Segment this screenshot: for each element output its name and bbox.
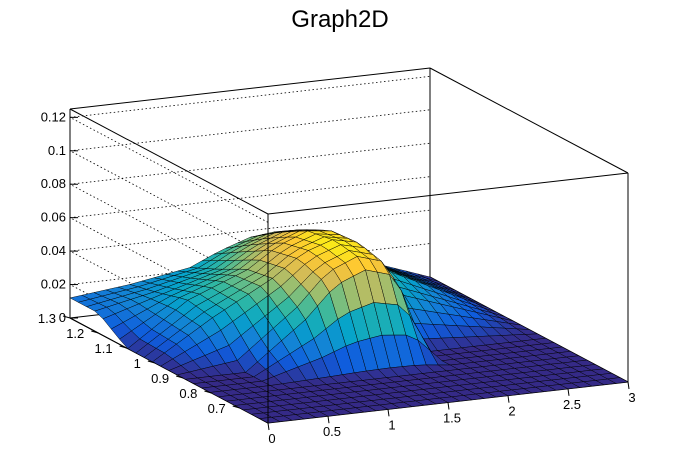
x-axis-tick	[627, 381, 630, 390]
y-axis-tick	[119, 345, 127, 349]
left-top-edge	[69, 108, 269, 215]
surface-mesh	[69, 229, 629, 424]
axis-labels: 0 0.02 0.04 0.06 0.08 0.1 0.12 0.7 0.8 0.9 1 1.1 1.2…	[38, 109, 636, 446]
front-frame	[69, 108, 629, 423]
grid-line-back-wall	[69, 109, 431, 152]
x-axis-tick	[567, 388, 570, 396]
y-axis-tick-label: 0.8	[179, 386, 197, 401]
z-axis-tick-label: 0.1	[48, 143, 66, 158]
x-axis-tick	[387, 409, 390, 417]
surface-cell	[607, 377, 629, 384]
right-top-edge	[429, 67, 629, 174]
z-axis-tick-label: 0.12	[41, 109, 66, 124]
z-axis-tick-label: 0.08	[41, 176, 66, 191]
y-axis-tick-label: 0.7	[208, 401, 226, 416]
x-axis-tick	[507, 395, 510, 403]
x-axis-tick-label: 1	[388, 417, 395, 432]
grid-line-back-wall	[69, 209, 431, 252]
x-axis-tick-label: 2.5	[563, 397, 581, 412]
y-axis-tick	[147, 360, 155, 364]
z-axis-tick-label: 0	[59, 310, 66, 325]
chart-title: Graph2D	[291, 6, 388, 33]
y-axis-tick-label: 1.1	[94, 341, 112, 356]
x-axis-tick	[267, 422, 270, 431]
z-axis-tick-label: 0.06	[41, 210, 66, 225]
x-axis-tick-label: 0	[268, 431, 275, 446]
grid-line-back-wall	[69, 142, 431, 185]
x-axis-tick	[327, 416, 330, 424]
grid-line-left-wall	[69, 150, 269, 257]
x-axis-tick	[447, 402, 450, 410]
z-axis-tick-label: 0.02	[41, 277, 66, 292]
y-axis-tick	[91, 330, 99, 334]
y-axis-tick	[62, 315, 71, 319]
back-top-edge	[69, 67, 431, 110]
grid-line-left-wall	[69, 117, 269, 223]
y-axis-tick	[176, 375, 184, 379]
y-axis-tick	[204, 390, 212, 394]
x-axis-tick-label: 0.5	[323, 424, 341, 439]
z-axis-tick-label: 0.04	[41, 243, 66, 258]
y-axis-tick-label: 1.2	[66, 326, 84, 341]
y-axis-tick	[232, 405, 240, 409]
y-axis-tick-label: 1	[134, 356, 141, 371]
x-axis-tick-label: 3	[628, 390, 635, 405]
grid-line-back-wall	[69, 75, 431, 118]
x-axis-tick-label: 2	[508, 404, 515, 419]
grid-line-back-wall	[69, 176, 431, 219]
y-axis-tick-label: 1.3	[38, 311, 56, 326]
x-axis-tick-label: 1.5	[443, 411, 461, 426]
front-top-edge	[267, 172, 629, 215]
y-axis-tick-label: 0.9	[151, 371, 169, 386]
